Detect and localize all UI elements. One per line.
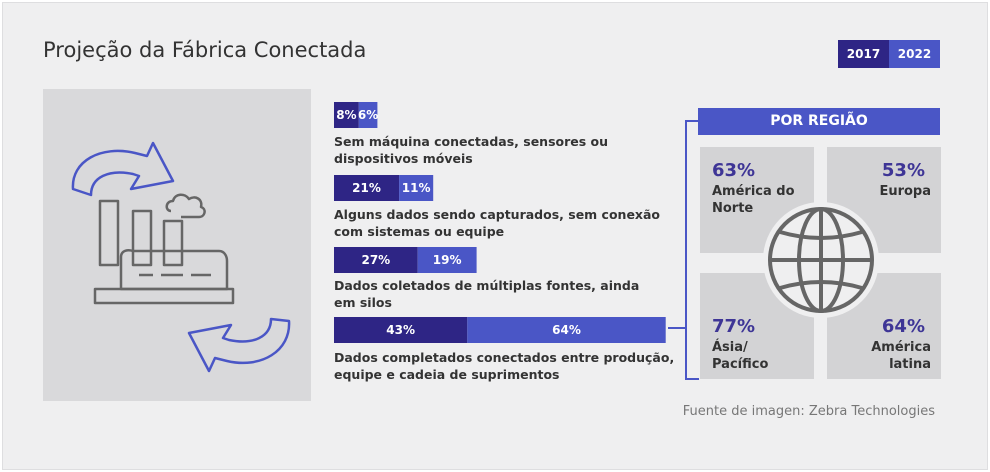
region-name-asia-pacific: Ásia/ Pacífico	[712, 339, 768, 373]
page-title: Projeção da Fábrica Conectada	[43, 38, 367, 62]
bar-value-2017-row-1: 8%	[336, 108, 356, 122]
bar-2022-row-4	[467, 317, 666, 343]
legend-item-2017: 2017	[838, 40, 889, 68]
region-pct-north-america: 63%	[712, 160, 756, 181]
category-label-4: Dados completados conectados entre produ…	[334, 349, 679, 383]
illustration-panel	[43, 89, 311, 401]
factory-illustration	[71, 141, 291, 373]
category-label-1-line-2: dispositivos móveis	[334, 151, 473, 166]
region-name-asia-pacific-line-1: Ásia/	[712, 340, 748, 355]
region-header: POR REGIÃO	[698, 108, 940, 135]
category-label-2-line-2: com sistemas ou equipe	[334, 224, 505, 239]
bar-value-2022-row-1: 6%	[358, 108, 378, 122]
recycle-arrow-top-icon	[71, 141, 175, 197]
bar-2017-row-4	[334, 317, 468, 343]
bar-value-2022-row-2: 11%	[402, 181, 431, 195]
region-name-asia-pacific-line-2: Pacífico	[712, 357, 769, 372]
category-label-2-line-1: Alguns dados sendo capturados, sem conex…	[334, 207, 661, 222]
connector-bottom	[685, 378, 699, 380]
connector-top	[685, 120, 699, 122]
bar-value-2022-row-3: 19%	[433, 253, 462, 267]
connector-line	[668, 327, 686, 329]
region-name-latin-america-line-1: América	[871, 340, 931, 355]
source-note: Fuente de imagen: Zebra Technologies	[682, 404, 935, 419]
category-label-3-line-2: em silos	[334, 295, 392, 310]
recycle-arrow-bottom-icon	[187, 317, 291, 373]
category-label-3-line-1: Dados coletados de múltiplas fontes, ain…	[334, 278, 640, 293]
region-name-north-america-line-1: América do	[712, 184, 795, 199]
globe-icon	[768, 207, 874, 313]
bar-2022-row-2	[399, 175, 434, 201]
bar-2017-row-1	[334, 102, 359, 128]
bar-value-2017-row-2: 21%	[352, 181, 381, 195]
factory-icon	[93, 193, 235, 305]
category-label-1-line-1: Sem máquina conectadas, sensores ou	[334, 134, 609, 149]
category-label-2: Alguns dados sendo capturados, sem conex…	[334, 206, 679, 240]
region-name-north-america: América do Norte	[712, 183, 795, 217]
bar-2022-row-1	[358, 102, 378, 128]
legend-item-2022: 2022	[889, 40, 940, 68]
region-pct-latin-america: 64%	[881, 316, 925, 337]
region-name-latin-america: América latina	[871, 339, 931, 373]
region-name-latin-america-line-2: latina	[889, 357, 931, 372]
category-label-3: Dados coletados de múltiplas fontes, ain…	[334, 277, 679, 311]
bar-value-2017-row-3: 27%	[361, 253, 390, 267]
legend: 2017 2022	[838, 40, 940, 68]
region-pct-europe: 53%	[881, 160, 925, 181]
region-pct-asia-pacific: 77%	[712, 316, 756, 337]
region-name-north-america-line-2: Norte	[712, 201, 754, 216]
bar-2017-row-2	[334, 175, 400, 201]
bar-2017-row-3	[334, 247, 418, 273]
connector-bracket	[685, 120, 687, 380]
bar-2022-row-3	[417, 247, 477, 273]
bar-value-2022-row-4: 64%	[552, 323, 581, 337]
category-label-4-line-1: Dados completados conectados entre produ…	[334, 350, 675, 365]
category-label-4-line-2: equipe e cadeia de suprimentos	[334, 367, 560, 382]
category-label-1: Sem máquina conectadas, sensores ou disp…	[334, 133, 679, 167]
region-name-europe: Europa	[879, 184, 931, 199]
bar-value-2017-row-4: 43%	[386, 323, 415, 337]
